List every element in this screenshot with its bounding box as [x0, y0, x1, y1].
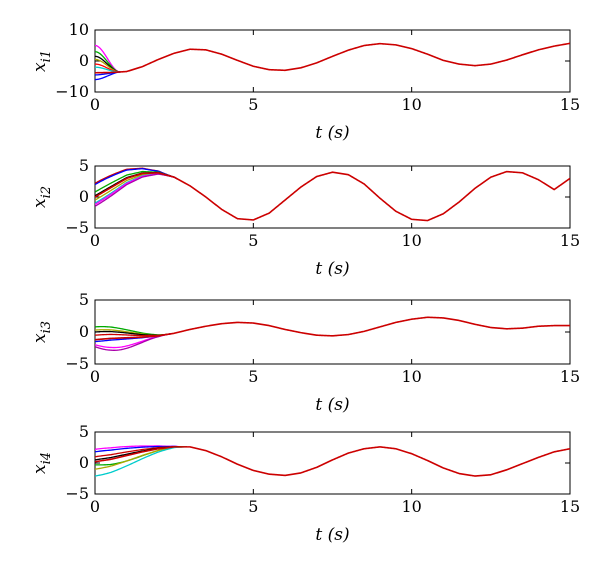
- x-tick-label: 10: [401, 367, 421, 386]
- x-axis-label: t (s): [315, 259, 349, 279]
- x-tick-label: 5: [248, 367, 258, 386]
- y-tick-label: 10: [69, 20, 89, 39]
- x-tick-label: 0: [90, 231, 100, 250]
- agent-trajectory-7: [95, 446, 187, 477]
- y-tick-label: −5: [65, 484, 89, 503]
- x-tick-label: 0: [90, 367, 100, 386]
- x-tick-label: 5: [248, 497, 258, 516]
- y-tick-label: 5: [79, 290, 89, 309]
- agent-trajectory-8: [95, 333, 172, 351]
- x-tick-label: 10: [401, 95, 421, 114]
- consensus-trajectory: [95, 170, 570, 222]
- x-tick-label: 5: [248, 231, 258, 250]
- y-tick-label: 5: [79, 422, 89, 441]
- x-tick-label: 15: [560, 95, 580, 114]
- axes-frame: [94, 29, 571, 93]
- consensus-trajectory: [95, 42, 570, 74]
- y-tick-label: 0: [79, 51, 89, 70]
- y-tick-label: 0: [79, 187, 89, 206]
- y-axis-label: xi3: [30, 321, 54, 343]
- x-tick-label: 15: [560, 497, 580, 516]
- consensus-trajectory: [95, 316, 570, 341]
- y-axis-label: xi2: [30, 186, 54, 208]
- axes-frame: [94, 299, 571, 365]
- y-axis-label: xi4: [30, 452, 54, 474]
- x-axis-label: t (s): [315, 525, 349, 545]
- y-tick-label: 5: [79, 156, 89, 175]
- y-tick-label: 0: [79, 453, 89, 472]
- x-tick-label: 0: [90, 95, 100, 114]
- x-axis-label: t (s): [315, 123, 349, 143]
- x-tick-label: 5: [248, 95, 258, 114]
- x-tick-label: 15: [560, 367, 580, 386]
- y-tick-label: 0: [79, 322, 89, 341]
- agent-trajectory-4: [95, 446, 187, 461]
- x-tick-label: 0: [90, 497, 100, 516]
- x-tick-label: 10: [401, 231, 421, 250]
- y-tick-label: −5: [65, 354, 89, 373]
- y-tick-label: −10: [55, 82, 89, 101]
- y-axis-label: xi1: [30, 50, 54, 72]
- consensus-trajectory: [95, 446, 570, 477]
- axes-frame: [94, 431, 571, 495]
- x-axis-label: t (s): [315, 395, 349, 415]
- x-tick-label: 10: [401, 497, 421, 516]
- x-tick-label: 15: [560, 231, 580, 250]
- y-tick-label: −5: [65, 218, 89, 237]
